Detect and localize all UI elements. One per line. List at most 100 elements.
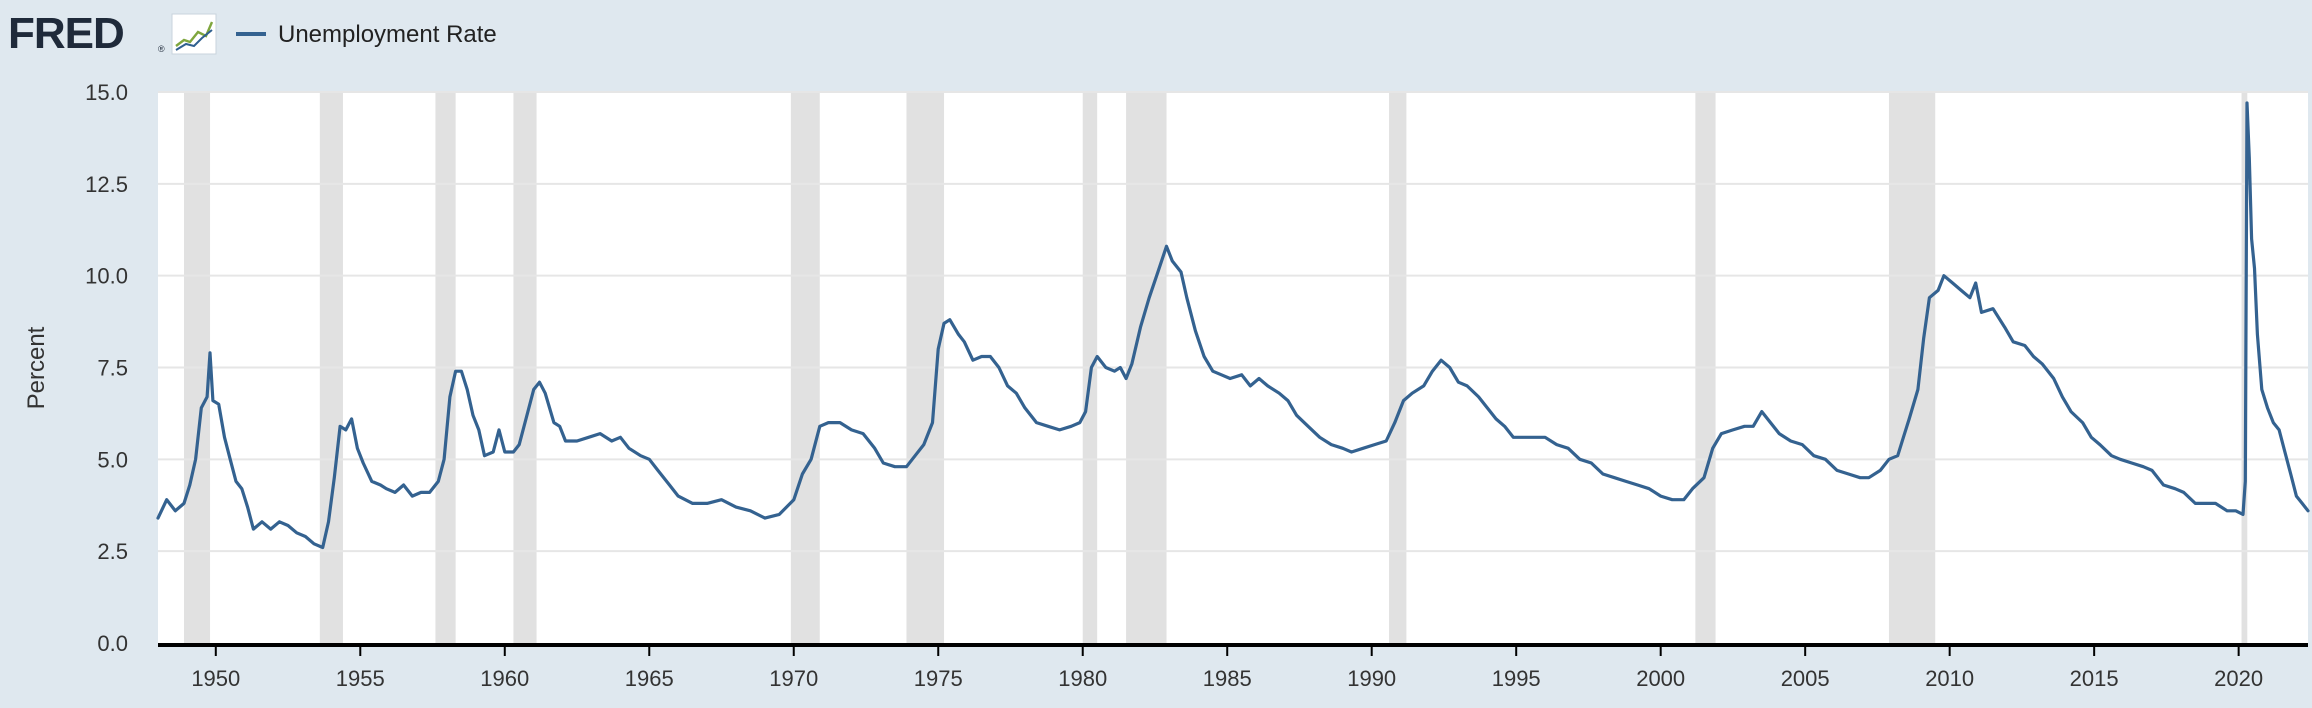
data-point <box>1024 407 1026 409</box>
data-point <box>2182 491 2185 494</box>
data-point <box>1249 384 1252 387</box>
data-point <box>2289 473 2292 475</box>
data-point <box>1015 392 1018 395</box>
data-point <box>998 366 1000 369</box>
data-point <box>2119 458 2122 461</box>
data-point <box>1104 366 1107 369</box>
legend: Unemployment Rate <box>236 21 497 48</box>
data-point <box>466 388 469 391</box>
data-point <box>1951 282 1954 284</box>
data-point <box>937 348 940 351</box>
x-tick-label: 1950 <box>191 666 240 691</box>
data-point <box>1287 399 1289 402</box>
data-point <box>1307 425 1310 428</box>
data-point <box>1171 260 1174 262</box>
data-point <box>1278 392 1281 395</box>
data-point <box>1431 370 1434 373</box>
fred-logo[interactable]: FRED ® <box>8 9 217 58</box>
data-point <box>532 388 535 391</box>
data-point <box>1495 418 1497 420</box>
data-point <box>1385 440 1388 442</box>
x-tick-label: 1985 <box>1203 666 1252 691</box>
data-point <box>200 407 203 409</box>
data-point <box>477 429 480 431</box>
data-point <box>827 421 830 424</box>
data-point <box>2052 377 2055 380</box>
logo-text: FRED <box>8 9 124 58</box>
data-point <box>1613 476 1616 479</box>
data-point <box>295 531 298 534</box>
data-point <box>437 480 440 483</box>
x-tick-label: 2000 <box>1636 666 1685 691</box>
x-tick-label: 1975 <box>914 666 963 691</box>
data-point <box>518 443 521 446</box>
data-point <box>2130 462 2133 464</box>
data-point <box>217 403 220 406</box>
y-tick-label: 12.5 <box>85 172 128 197</box>
data-point <box>1512 436 1515 439</box>
data-point <box>989 355 992 358</box>
data-point <box>735 506 737 508</box>
data-point <box>1980 311 1983 314</box>
data-point <box>321 546 324 549</box>
data-point <box>206 395 209 398</box>
data-point <box>327 520 330 523</box>
data-point <box>720 498 723 501</box>
y-tick-label: 15.0 <box>85 80 128 105</box>
data-point <box>1760 410 1763 413</box>
data-point <box>2278 429 2281 431</box>
data-point <box>1330 443 1333 446</box>
data-point <box>1625 480 1627 483</box>
data-point <box>544 392 547 395</box>
data-point <box>943 322 945 325</box>
data-point <box>269 528 272 531</box>
registered-mark: ® <box>158 44 165 54</box>
data-point <box>188 484 191 486</box>
data-point <box>1148 296 1151 299</box>
data-point <box>240 487 243 490</box>
y-axis-ticks: 0.0 2.5 5.0 7.5 10.0 12.5 15.0 <box>85 80 128 656</box>
data-point <box>1393 421 1396 424</box>
data-point <box>1720 432 1723 435</box>
data-point <box>931 421 934 424</box>
data-point <box>2234 509 2237 512</box>
data-point <box>2003 326 2006 328</box>
gridlines <box>158 91 2308 553</box>
data-point <box>914 454 917 457</box>
data-point <box>792 498 795 501</box>
data-point <box>246 506 249 508</box>
data-point <box>1752 425 1755 428</box>
data-point <box>2099 443 2101 446</box>
data-point <box>1466 384 1468 387</box>
data-point <box>394 491 396 494</box>
y-tick-label: 7.5 <box>97 356 128 381</box>
data-point <box>379 484 382 486</box>
data-point <box>333 476 336 479</box>
data-point <box>1836 469 1838 472</box>
data-point <box>628 447 630 450</box>
data-point <box>1035 421 1038 424</box>
data-point <box>668 484 671 486</box>
data-point <box>1671 498 1674 501</box>
data-point <box>1440 359 1442 362</box>
y-tick-label: 5.0 <box>97 447 128 472</box>
data-point <box>2174 487 2176 490</box>
data-point <box>2253 267 2256 270</box>
data-point <box>1341 447 1344 450</box>
data-point <box>2242 513 2244 516</box>
data-point <box>862 432 865 435</box>
data-point <box>261 520 263 523</box>
data-point <box>512 451 515 453</box>
data-point <box>778 513 781 516</box>
data-point <box>2256 333 2259 336</box>
data-point <box>1350 451 1353 453</box>
data-point <box>1601 473 1604 475</box>
data-point <box>304 535 307 538</box>
data-point <box>810 458 812 461</box>
data-point <box>1867 476 1870 479</box>
data-point <box>1090 366 1093 369</box>
data-point <box>1691 487 1694 490</box>
data-point <box>2023 344 2026 347</box>
data-point <box>212 399 214 402</box>
x-tick-label: 1955 <box>336 666 385 691</box>
